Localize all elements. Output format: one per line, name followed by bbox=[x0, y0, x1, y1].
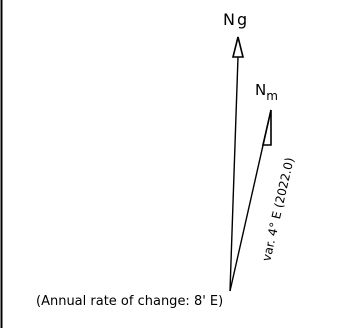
magnetic-north-arrow bbox=[229, 109, 272, 292]
grid-north-arrow bbox=[229, 36, 245, 292]
magnetic-north-label: Nm bbox=[255, 81, 278, 103]
annual-change-note: (Annual rate of change: 8' E) bbox=[36, 294, 223, 309]
grid-north-arrowhead bbox=[231, 36, 245, 58]
magnetic-north-half-arrowhead bbox=[261, 109, 272, 146]
variation-note: var. 4° E (2022.0) bbox=[259, 156, 297, 263]
grid-north-shaft bbox=[229, 56, 239, 292]
